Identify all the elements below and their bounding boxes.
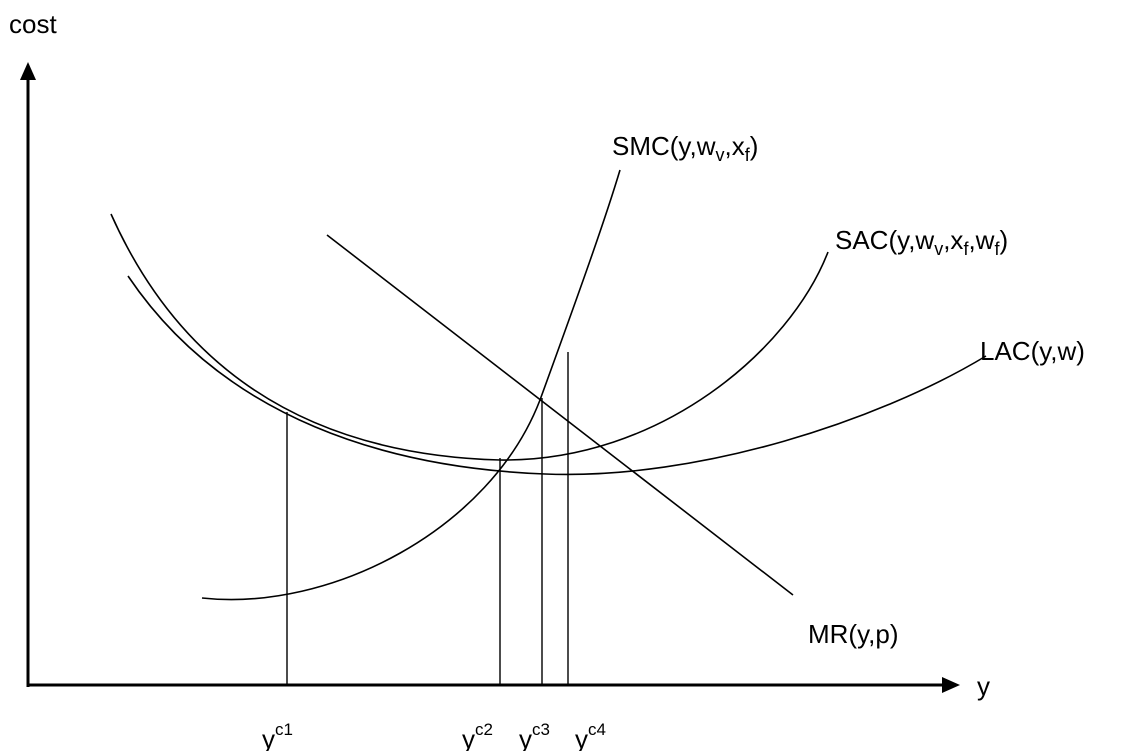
quantity-label-c2: yc2: [462, 720, 493, 751]
smc-curve: [201, 169, 621, 601]
y-axis-arrowhead: [20, 62, 36, 80]
y-axis-label: cost: [9, 9, 57, 39]
quantity-label-c1: yc1: [262, 720, 293, 751]
lac-label: LAC(y,w): [980, 336, 1085, 366]
quantity-label-c3: yc3: [519, 720, 550, 751]
x-axis-arrowhead: [942, 677, 960, 693]
quantity-label-c4: yc4: [575, 720, 606, 751]
sac-curve: [110, 213, 829, 461]
x-axis-label: y: [977, 671, 990, 701]
lac-curve: [127, 275, 987, 476]
mr-label: MR(y,p): [808, 619, 899, 649]
smc-label: SMC(y,wv,xf): [612, 131, 758, 165]
sac-label: SAC(y,wv,xf,wf): [835, 225, 1008, 259]
mr-line: [326, 234, 794, 596]
